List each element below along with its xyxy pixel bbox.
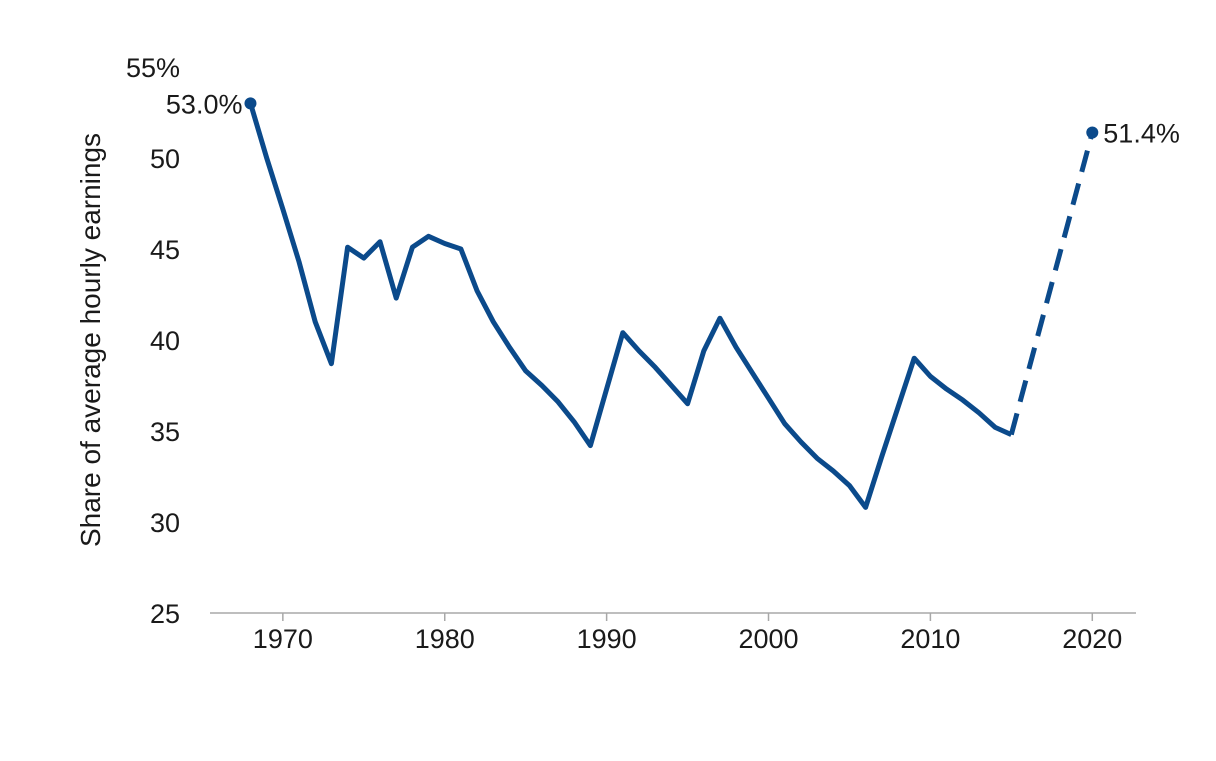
y-axis-label: Share of average hourly earnings [75,133,106,547]
series-line-projected [1008,131,1095,436]
y-tick-label: 45 [150,235,180,265]
endpoint-marker [244,97,257,110]
x-tick-label: 2000 [738,624,798,654]
x-tick-label: 1970 [253,624,313,654]
y-axis-ticks: 25 30 35 40 45 50 55% [126,53,180,629]
x-axis: 1970 1980 1990 2000 2010 2020 [210,612,1136,654]
y-tick-label: 25 [150,599,180,629]
endpoint-marker [1086,126,1099,139]
x-tick-label: 2020 [1062,624,1122,654]
data-label: 51.4% [1103,119,1180,149]
series-line [248,102,1013,510]
x-tick-label: 2010 [900,624,960,654]
y-axis-label-group: Share of average hourly earnings [75,133,106,547]
series-lines [248,102,1095,510]
data-annotations: 53.0% 51.4% [166,89,1180,148]
y-tick-label: 35 [150,417,180,447]
data-label: 53.0% [166,89,243,119]
y-tick-label: 50 [150,144,180,174]
y-tick-label: 30 [150,508,180,538]
y-tick-label: 40 [150,326,180,356]
x-tick-label: 1980 [415,624,475,654]
y-tick-label: 55% [126,53,180,83]
x-tick-label: 1990 [577,624,637,654]
